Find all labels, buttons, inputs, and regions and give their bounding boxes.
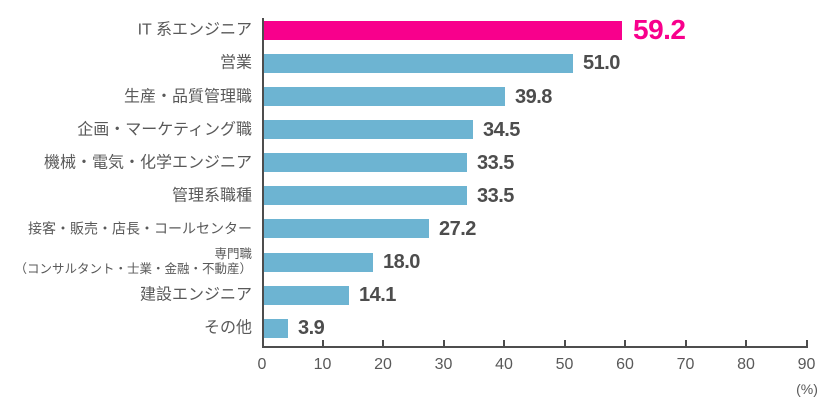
x-tick-label: 30 (434, 356, 453, 373)
bar (264, 285, 349, 305)
bar (264, 120, 473, 140)
x-tick-mark (503, 340, 505, 347)
category-label: 生産・品質管理職 (123, 87, 252, 105)
x-tick-label: 50 (555, 356, 574, 373)
value-label: 34.5 (483, 118, 520, 141)
bar (264, 252, 373, 272)
x-tick-label: 40 (495, 356, 513, 373)
x-tick-mark (624, 340, 626, 347)
category-label: 営業 (219, 54, 252, 72)
x-tick-label: 10 (313, 356, 332, 373)
bar (264, 219, 429, 239)
category-label: 接客・販売・店長・コールセンター (28, 220, 252, 237)
bar (264, 186, 467, 206)
category-label: その他 (203, 319, 252, 337)
bar (264, 153, 467, 173)
bar (264, 53, 573, 73)
axis-unit-label: (%) (796, 381, 818, 397)
x-tick-mark (745, 340, 747, 347)
x-tick-mark (442, 340, 445, 347)
value-label: 39.8 (515, 85, 552, 108)
value-label: 14.1 (359, 284, 396, 307)
category-label: 企画・マーケティング職 (77, 121, 252, 138)
x-tick-mark (805, 340, 808, 347)
value-label: 33.5 (477, 184, 514, 207)
value-label: 59.2 (633, 14, 686, 46)
category-label: 管理系職種 (171, 187, 252, 205)
x-tick-mark (321, 340, 324, 347)
category-label: 機械・電気・化学エンジニア (43, 154, 252, 172)
bar-highlight (264, 20, 622, 40)
plot-area (262, 18, 808, 348)
value-label: 18.0 (383, 251, 420, 273)
x-tick-label: 80 (737, 356, 755, 373)
x-tick-label: 90 (797, 356, 816, 373)
x-tick-label: 0 (257, 356, 267, 373)
bar (264, 318, 288, 338)
x-tick-label: 20 (374, 356, 392, 373)
value-label: 51.0 (583, 52, 620, 75)
x-tick-label: 60 (616, 356, 634, 373)
category-label: 建設エンジニア (139, 286, 252, 304)
category-label: 専門職 （コンサルタント・士業・金融・不動産） (14, 247, 252, 276)
value-label: 33.5 (477, 151, 514, 174)
category-label: IT 系エンジニア (137, 21, 252, 39)
bar (264, 87, 505, 106)
value-label: 3.9 (298, 317, 325, 340)
x-tick-label: 70 (676, 356, 695, 373)
x-tick-mark (684, 340, 687, 347)
x-tick-mark (563, 340, 566, 347)
x-tick-mark (382, 340, 384, 347)
value-label: 27.2 (439, 217, 476, 240)
